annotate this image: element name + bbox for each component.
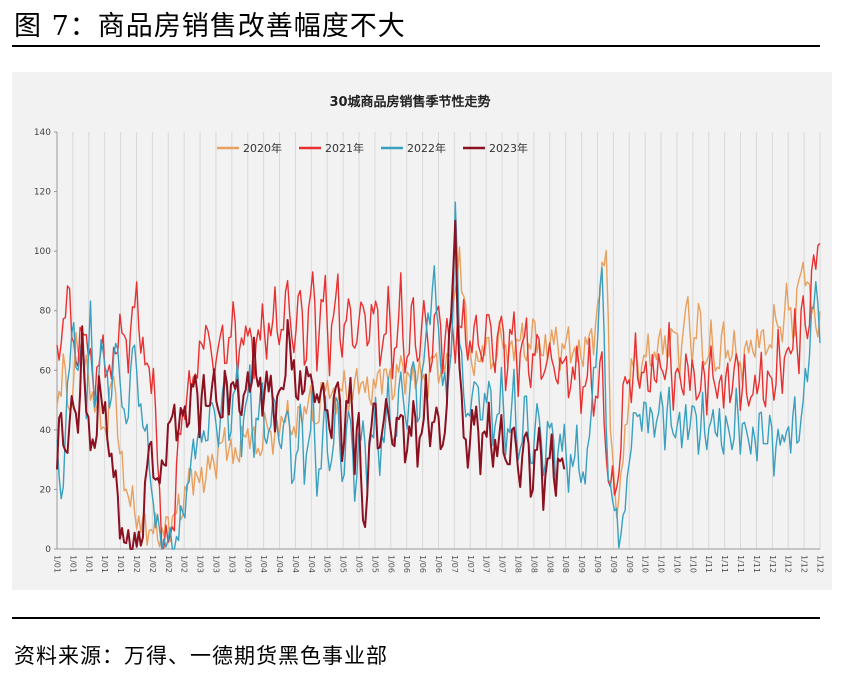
legend: 2020年 2021年 2022年 2023年: [217, 141, 528, 155]
source-note: 资料来源：万得、一德期货黑色事业部: [14, 644, 388, 668]
seasonal-line-chart: 30城商品房销售季节性走势 1/01 1/01 1/01 1/01 1/01 1/02 1/…: [34, 94, 825, 573]
x-tick-label: 1/01: [53, 555, 62, 573]
x-tick-label: 1/04: [259, 555, 268, 573]
x-tick-label: 1/09: [625, 555, 634, 573]
y-tick-label: 40: [40, 426, 52, 436]
y-tick-label: 100: [34, 247, 51, 257]
x-tick-label: 1/06: [402, 555, 411, 573]
top-rule: [12, 45, 820, 47]
x-tick-label: 1/07: [450, 555, 459, 573]
x-tick-label: 1/05: [339, 555, 348, 573]
x-tick-label: 1/01: [116, 555, 125, 573]
axes: 1/01 1/01 1/01 1/01 1/01 1/02 1/02 1/02 1/02 1/03…: [34, 128, 825, 573]
y-tick-label: 120: [34, 188, 51, 198]
x-tick-label: 1/11: [736, 555, 745, 573]
x-tick-label: 1/07: [466, 555, 475, 573]
x-tick-label: 1/09: [577, 555, 586, 573]
x-tick-label: 1/08: [545, 555, 554, 573]
x-tick-label: 1/05: [355, 555, 364, 573]
x-tick-label: 1/10: [672, 555, 681, 573]
legend-label: 2021年: [325, 141, 364, 155]
x-tick-label: 1/07: [482, 555, 491, 573]
x-tick-label: 1/01: [68, 555, 77, 573]
x-tick-label: 1/02: [148, 555, 157, 573]
x-tick-label: 1/08: [561, 555, 570, 573]
x-tick-label: 1/10: [641, 555, 650, 573]
x-tick-label: 1/12: [784, 555, 793, 573]
x-tick-label: 1/10: [657, 555, 666, 573]
x-tick-label: 1/06: [418, 555, 427, 573]
x-tick-label: 1/06: [434, 555, 443, 573]
x-tick-label: 1/12: [800, 555, 809, 573]
x-tick-label: 1/04: [291, 555, 300, 573]
x-tick-label: 1/09: [593, 555, 602, 573]
series-line: [56, 219, 566, 550]
x-tick-label: 1/08: [513, 555, 522, 573]
x-tick-label: 1/11: [752, 555, 761, 573]
legend-label: 2022年: [407, 141, 446, 155]
x-tick-label: 1/06: [386, 555, 395, 573]
series-line: [56, 246, 821, 548]
x-tick-label: 1/04: [275, 555, 284, 573]
x-tick-label: 1/02: [132, 555, 141, 573]
x-tick-label: 1/11: [720, 555, 729, 573]
x-tick-label: 1/08: [529, 555, 538, 573]
x-tick-label: 1/07: [498, 555, 507, 573]
series-line: [56, 242, 821, 550]
series-lines: [56, 201, 821, 550]
chart-title: 30城商品房销售季节性走势: [329, 94, 490, 110]
x-tick-label: 1/12: [768, 555, 777, 573]
bottom-rule: [12, 617, 820, 619]
x-tick-label: 1/03: [196, 555, 205, 573]
chart-panel: 30城商品房销售季节性走势 1/01 1/01 1/01 1/01 1/01 1/02 1/…: [12, 72, 832, 590]
x-tick-label: 1/05: [323, 555, 332, 573]
x-tick-label: 1/01: [84, 555, 93, 573]
x-tick-label: 1/03: [211, 555, 220, 573]
x-tick-label: 1/02: [180, 555, 189, 573]
x-tick-label: 1/12: [816, 555, 825, 573]
legend-label: 2020年: [243, 141, 282, 155]
gridlines: [56, 132, 821, 549]
x-tick-label: 1/04: [307, 555, 316, 573]
figure-title: 图 7：商品房销售改善幅度不大: [14, 11, 406, 42]
y-tick-label: 0: [45, 545, 51, 555]
y-tick-label: 60: [40, 366, 52, 376]
x-tick-label: 1/10: [688, 555, 697, 573]
legend-label: 2023年: [489, 141, 528, 155]
series-line: [56, 201, 821, 550]
x-tick-label: 1/02: [164, 555, 173, 573]
x-tick-label: 1/03: [243, 555, 252, 573]
x-tick-label: 1/11: [704, 555, 713, 573]
x-tick-label: 1/01: [100, 555, 109, 573]
y-tick-label: 80: [40, 307, 52, 317]
x-tick-label: 1/03: [227, 555, 236, 573]
y-tick-label: 140: [34, 128, 51, 138]
y-tick-label: 20: [40, 485, 52, 495]
x-tick-label: 1/09: [609, 555, 618, 573]
x-tick-label: 1/05: [370, 555, 379, 573]
